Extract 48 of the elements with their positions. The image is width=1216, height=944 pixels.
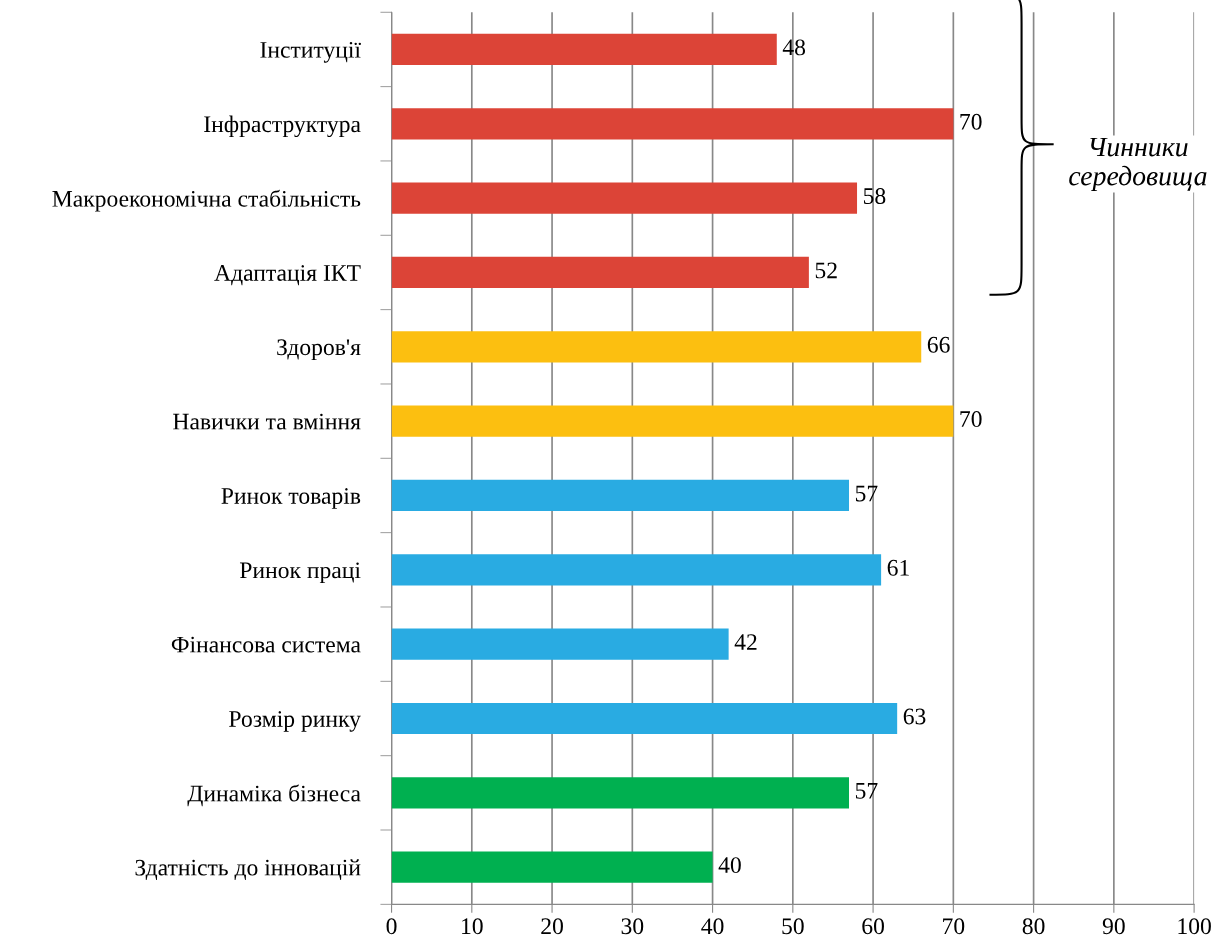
- bar: [391, 554, 882, 586]
- x-tick-label: 0: [386, 918, 397, 935]
- x-tick-label: 20: [541, 918, 563, 935]
- bar: [391, 479, 850, 512]
- data-label: 66: [927, 336, 950, 353]
- data-label: 40: [718, 857, 741, 874]
- annotation: Чинники середовища: [1069, 137, 1207, 192]
- data-label: 61: [887, 559, 909, 576]
- data-label: 58: [863, 188, 886, 205]
- data-label: 70: [960, 411, 982, 428]
- bar: [391, 405, 954, 437]
- y-tick-label: Навички та вміння: [173, 413, 361, 430]
- y-tick-label: Макроекономічна стабільність: [52, 189, 361, 212]
- y-tick-label: Здоров'я: [277, 339, 361, 361]
- data-label: 57: [855, 485, 878, 502]
- x-tick-label: 80: [1022, 918, 1045, 935]
- bar: [391, 777, 850, 809]
- data-label: 70: [960, 113, 982, 130]
- y-tick-label: Адаптація ІКТ: [214, 265, 361, 286]
- data-label: 63: [903, 708, 926, 725]
- bar: [391, 256, 809, 289]
- x-tick-label: 40: [701, 918, 724, 935]
- x-tick-label: 10: [462, 918, 483, 935]
- x-tick-label: 100: [1178, 918, 1211, 935]
- data-label: 57: [855, 783, 878, 799]
- bar: [391, 108, 954, 140]
- bar: [391, 331, 922, 363]
- y-tick-label: Розмір ринку: [229, 711, 361, 732]
- x-tick-label: 90: [1102, 918, 1125, 935]
- x-tick-label: 30: [621, 918, 644, 935]
- bar: [391, 702, 898, 735]
- bar: [391, 33, 777, 66]
- bar: [391, 628, 729, 660]
- bar: [391, 182, 858, 214]
- data-label: 52: [815, 262, 837, 279]
- y-tick-label: Ринок праці: [239, 562, 361, 584]
- bar: [391, 851, 713, 883]
- y-tick-label: Динаміка бізнеса: [187, 784, 361, 807]
- x-tick-label: 60: [862, 918, 884, 935]
- y-tick-label: Інфраструктура: [204, 115, 361, 138]
- data-label: 42: [734, 634, 757, 650]
- data-label: 48: [782, 39, 806, 56]
- x-tick-label: 50: [782, 918, 804, 935]
- y-tick-label: Здатність до інновацій: [135, 859, 361, 880]
- x-tick-label: 70: [943, 918, 965, 935]
- y-tick-label: Фінансова система: [171, 636, 361, 653]
- y-tick-label: Ринок товарів: [221, 488, 361, 509]
- y-tick-label: Інституції: [260, 41, 361, 63]
